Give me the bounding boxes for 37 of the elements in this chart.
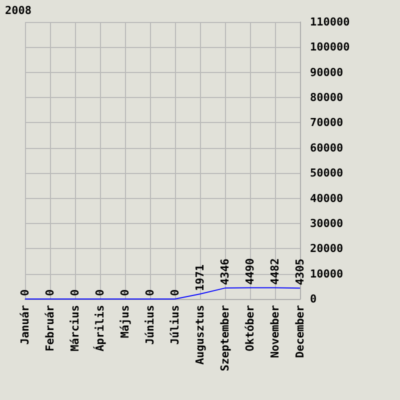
- data-label: 4305: [294, 258, 306, 286]
- y-tick-label: 20000: [310, 242, 344, 256]
- data-label: 0: [118, 289, 132, 296]
- data-label: 1971: [194, 264, 206, 292]
- y-tick-label: 40000: [310, 192, 344, 205]
- y-tick-label: 50000: [310, 166, 344, 180]
- y-tick-label: 110000: [310, 16, 350, 28]
- y-tick-label: 90000: [310, 66, 344, 79]
- x-tick-label: December: [294, 304, 306, 358]
- x-tick-label: Szeptember: [218, 304, 232, 372]
- x-tick-label: Február: [44, 304, 56, 352]
- data-label: 0: [94, 289, 106, 296]
- y-tick-label: 70000: [310, 116, 344, 130]
- x-tick-label: Június: [144, 305, 156, 345]
- x-tick-label: Augusztus: [194, 305, 206, 365]
- x-tick-label: Január: [18, 304, 32, 345]
- x-tick-label: Május: [118, 305, 132, 338]
- y-tick-label: 80000: [310, 91, 344, 104]
- data-label: 0: [44, 289, 56, 296]
- data-label: 4490: [244, 258, 256, 285]
- x-tick-label: Április: [92, 305, 106, 352]
- x-tick-label: Március: [68, 305, 82, 352]
- y-tick-label: 0: [310, 292, 317, 306]
- data-label: 0: [168, 289, 182, 296]
- chart-title: 2008: [5, 4, 32, 17]
- y-tick-label: 30000: [310, 216, 344, 230]
- x-tick-label: Október: [244, 304, 256, 352]
- data-label: 0: [144, 289, 156, 296]
- y-tick-label: 10000: [310, 267, 344, 280]
- y-tick-label: 60000: [310, 141, 344, 154]
- data-label: 0: [68, 289, 82, 296]
- data-label: 4346: [218, 258, 232, 286]
- x-tick-label: November: [268, 304, 282, 358]
- x-tick-label: Július: [168, 305, 182, 345]
- data-label: 0: [18, 289, 32, 296]
- y-tick-label: 100000: [310, 40, 350, 54]
- data-label: 4482: [268, 258, 282, 285]
